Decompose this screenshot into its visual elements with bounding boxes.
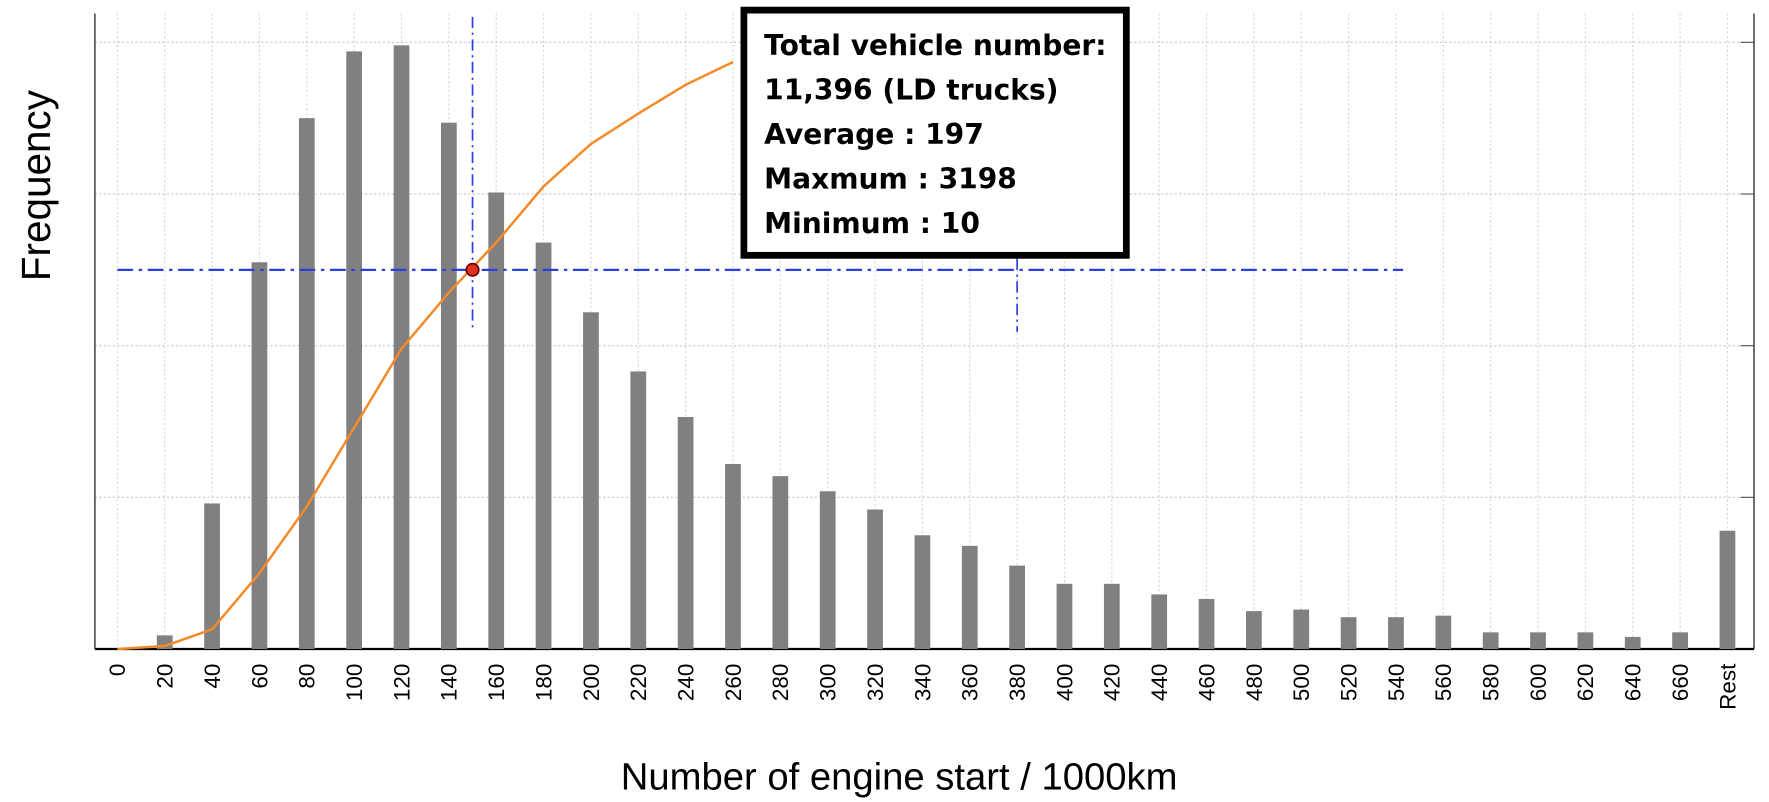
x-tick-label: 20: [153, 664, 178, 689]
annotation-line: 11,396 (LD trucks): [764, 74, 1058, 107]
x-tick-label: 420: [1100, 664, 1125, 702]
annotation-line: Total vehicle number:: [764, 29, 1106, 62]
x-tick-label: 620: [1573, 664, 1598, 702]
bar: [630, 371, 647, 650]
annotation-line: Maxmum : 3198: [764, 162, 1017, 195]
bar: [1672, 632, 1688, 650]
bar: [346, 51, 363, 650]
x-tick-label: 380: [1005, 664, 1030, 702]
bar: [1009, 565, 1025, 650]
bar: [1151, 594, 1168, 650]
bar: [1719, 530, 1736, 650]
bar: [204, 503, 220, 650]
x-tick-label: 520: [1336, 664, 1361, 702]
x-tick-label: 360: [958, 664, 983, 702]
bar: [583, 312, 599, 650]
cumulative-line: [117, 60, 734, 651]
bar: [535, 242, 552, 650]
x-tick-label: 180: [531, 664, 556, 702]
bar: [1624, 636, 1641, 650]
x-tick-label: 240: [674, 664, 699, 702]
x-tick-label: 100: [342, 664, 367, 702]
bar: [1435, 615, 1452, 650]
annotation-box: [740, 6, 1130, 259]
x-tick-label: 660: [1668, 664, 1693, 702]
bar: [961, 545, 978, 650]
bar: [488, 192, 505, 650]
x-tick-label: Rest: [1715, 663, 1740, 710]
x-tick-label: 260: [721, 664, 746, 702]
x-tick-label: 580: [1479, 664, 1504, 702]
bar: [725, 463, 741, 650]
x-axis-label: Number of engine start / 1000km: [621, 756, 1178, 799]
x-tick-label: 340: [910, 664, 935, 702]
x-tick-label: 200: [579, 664, 604, 702]
bar: [1530, 632, 1546, 650]
bar: [1340, 617, 1357, 650]
x-tick-label: 280: [768, 664, 793, 702]
bar: [772, 476, 789, 650]
x-tick-label: 560: [1431, 664, 1456, 702]
x-tick-label: 80: [295, 664, 320, 689]
x-tick-label: 440: [1147, 664, 1172, 702]
bar: [867, 509, 883, 650]
x-tick-label: 160: [484, 664, 509, 702]
x-tick-label: 220: [626, 664, 651, 702]
x-tick-label: 500: [1289, 664, 1314, 702]
x-tick-label: 300: [816, 664, 841, 702]
x-tick-label: 140: [437, 664, 462, 702]
bar: [1056, 583, 1073, 650]
x-tick-label: 0: [105, 664, 130, 677]
annotation-line: Minimum : 10: [764, 207, 980, 240]
x-tick-label: 460: [1194, 664, 1219, 702]
bar: [1293, 609, 1310, 650]
bar: [1246, 611, 1262, 650]
x-tick-label: 600: [1526, 664, 1551, 702]
x-tick-label: 60: [247, 664, 272, 689]
x-tick-label: 540: [1384, 664, 1409, 702]
bar: [1577, 632, 1594, 650]
bar: [298, 118, 315, 650]
annotation-line: Average : 197: [764, 118, 984, 151]
x-tick-label: 120: [389, 664, 414, 702]
bar: [1482, 632, 1499, 650]
bar: [251, 262, 268, 650]
bar: [1388, 617, 1404, 650]
bar: [914, 535, 931, 650]
x-tick-label: 400: [1052, 664, 1077, 702]
bar: [1103, 583, 1120, 650]
y-axis-label: Frequency: [13, 89, 59, 281]
bar: [819, 491, 836, 650]
bar: [677, 416, 694, 650]
x-tick-label: 480: [1242, 664, 1267, 702]
crosshair-point: [465, 262, 480, 277]
bar: [440, 122, 457, 650]
x-tick-label: 320: [863, 664, 888, 702]
x-tick-label: 640: [1621, 664, 1646, 702]
x-tick-label: 40: [200, 664, 225, 689]
bar: [1198, 598, 1215, 650]
